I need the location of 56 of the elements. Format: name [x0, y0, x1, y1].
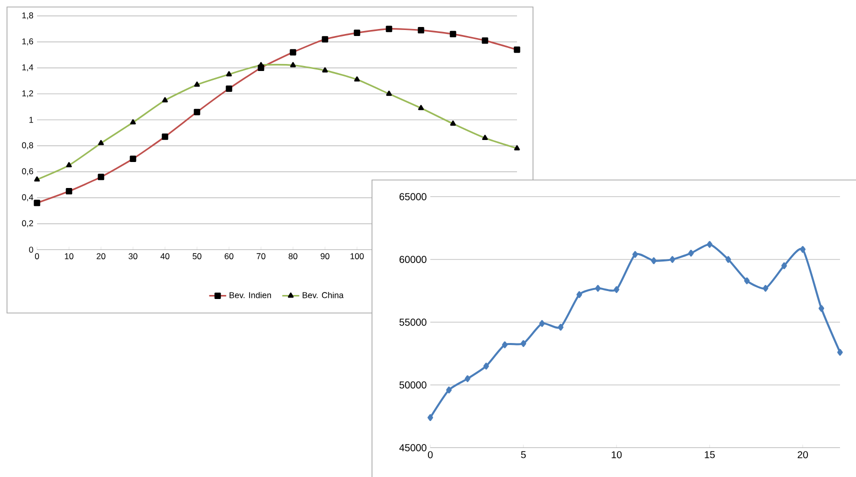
x-tick-label: 10 — [64, 253, 74, 260]
x-tick-label: 20 — [96, 253, 106, 260]
point — [725, 256, 732, 263]
y-tick-label: 45000 — [399, 444, 426, 452]
y-tick-label: 55000 — [399, 318, 426, 326]
x-tick-label: 15 — [704, 451, 715, 458]
point — [428, 414, 434, 421]
x-tick-label: 40 — [160, 253, 170, 260]
x-tick-label: 50 — [192, 253, 202, 260]
point — [558, 324, 564, 331]
x-tick-label: 80 — [288, 253, 298, 260]
point — [706, 240, 712, 248]
y-tick-label: 0,2 — [22, 220, 34, 228]
y-tick-label: 50000 — [399, 381, 426, 388]
x-tick-label: 70 — [256, 253, 266, 260]
point — [632, 251, 638, 258]
y-tick-label: 1 — [29, 116, 34, 123]
y-tick-label: 0 — [29, 246, 34, 253]
point — [576, 291, 582, 298]
x-tick-label: 5 — [521, 451, 526, 458]
point — [650, 257, 657, 264]
x-tick-label: 0 — [34, 253, 40, 260]
x-tick-label: 20 — [798, 451, 808, 458]
point — [464, 375, 470, 382]
point — [539, 320, 545, 327]
point — [520, 340, 526, 347]
y-tick-label: 65000 — [400, 193, 426, 200]
point — [800, 246, 806, 253]
y-tick-label: 0,8 — [22, 142, 34, 150]
point — [781, 262, 787, 270]
y-tick-label: 0,4 — [22, 194, 34, 202]
point — [837, 348, 843, 356]
point — [483, 362, 489, 370]
x-tick-label: 10 — [612, 451, 622, 458]
x-tick-label: 0 — [428, 451, 433, 458]
y-tick-label: 1,8 — [22, 12, 34, 20]
x-tick-label: 30 — [128, 253, 138, 260]
point — [688, 250, 694, 257]
point — [614, 286, 620, 293]
point — [502, 341, 508, 348]
x-tick-label: 100 — [350, 253, 364, 260]
point — [595, 284, 601, 292]
point — [818, 305, 824, 312]
point — [762, 284, 768, 292]
x-tick-label: 90 — [320, 253, 330, 260]
point — [446, 386, 452, 394]
y-tick-label: 1,6 — [22, 38, 34, 46]
point — [744, 277, 750, 284]
legend-label: Bev. Indien — [230, 292, 271, 298]
legend-label: Bev. China — [302, 292, 344, 298]
y-tick-label: 1,4 — [22, 64, 34, 72]
point — [670, 256, 676, 263]
y-tick-label: 0,6 — [22, 168, 34, 176]
x-tick-label: 60 — [224, 253, 234, 260]
y-tick-label: 1,2 — [22, 90, 34, 98]
y-tick-label: 60000 — [400, 256, 426, 263]
